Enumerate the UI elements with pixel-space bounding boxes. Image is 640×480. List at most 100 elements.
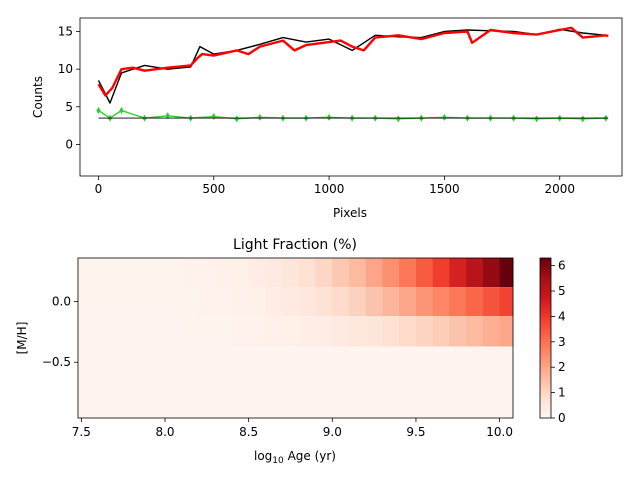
- heatmap-cell: [231, 316, 250, 347]
- heatmap-cell: [466, 287, 484, 317]
- colorbar-ticks: 0 1 2 3 4 5 6: [551, 259, 566, 425]
- heatmap-cell: [215, 316, 233, 347]
- heatmap-cells: [78, 258, 514, 418]
- colorbar-tick-label: 4: [558, 309, 566, 323]
- heatmap-cell: [114, 316, 132, 347]
- residual-marker: [442, 113, 447, 121]
- heatmap-cell: [449, 258, 467, 288]
- heatmap-cell: [98, 287, 116, 317]
- spectrum-x-axis-label: Pixels: [333, 206, 367, 220]
- heatmap-cell: [349, 346, 367, 418]
- heatmap-cell: [298, 287, 316, 317]
- heatmap-cell: [349, 316, 367, 347]
- heatmap-cell: [482, 287, 501, 317]
- x-tick-label: 1500: [429, 182, 460, 196]
- heatmap-x-ticks: 7.5 8.0 8.5 9.0 9.5 10.0: [72, 418, 513, 439]
- residual-marker: [96, 107, 101, 115]
- x-tick-label: 1000: [314, 182, 345, 196]
- heatmap-title: Light Fraction (%): [233, 237, 357, 253]
- heatmap-cell: [131, 346, 149, 418]
- heatmap-cell: [181, 346, 199, 418]
- residual-marker: [580, 115, 585, 123]
- heatmap-cell: [198, 258, 216, 288]
- heatmap-cell: [215, 346, 233, 418]
- colorbar-tick-label: 1: [558, 386, 566, 400]
- heatmap-cell: [466, 316, 484, 347]
- heatmap-cell: [466, 346, 484, 418]
- heatmap-y-axis-label: [M/H]: [15, 322, 29, 355]
- y-tick-label: 0: [65, 137, 73, 151]
- heatmap-cell: [165, 287, 183, 317]
- heatmap-cell: [165, 316, 183, 347]
- heatmap-cell: [399, 258, 417, 288]
- x-tick-label: 0: [95, 182, 103, 196]
- heatmap-cell: [248, 287, 266, 317]
- heatmap-cell: [415, 287, 434, 317]
- heatmap-cell: [181, 258, 199, 288]
- heatmap-cell: [482, 258, 501, 288]
- heatmap-cell: [499, 258, 514, 288]
- heatmap-cell: [215, 258, 233, 288]
- heatmap-cell: [499, 346, 514, 418]
- heatmap-x-axis-label: log10 Age (yr): [254, 449, 336, 466]
- heatmap-cell: [198, 287, 216, 317]
- heatmap-cell: [181, 316, 199, 347]
- residual-marker: [326, 113, 332, 121]
- heatmap-cell: [298, 316, 316, 347]
- heatmap-cell: [349, 258, 367, 288]
- heatmap-cell: [415, 258, 434, 288]
- heatmap-cell: [231, 287, 250, 317]
- heatmap-cell: [248, 258, 266, 288]
- heatmap-cell: [499, 287, 514, 317]
- heatmap-cell: [399, 287, 417, 317]
- heatmap-cell: [165, 346, 183, 418]
- colorbar-tick-label: 5: [558, 284, 566, 298]
- heatmap-cell: [131, 258, 149, 288]
- heatmap-cell: [248, 316, 266, 347]
- heatmap-cell: [165, 258, 183, 288]
- spectrum-series-layer: [96, 26, 609, 123]
- heatmap-cell: [365, 316, 383, 347]
- heatmap-cell: [432, 346, 450, 418]
- heatmap-cell: [265, 346, 283, 418]
- heatmap-cell: [198, 316, 216, 347]
- y-tick-label: −0.5: [42, 355, 71, 369]
- heatmap-cell: [181, 287, 199, 317]
- heatmap-cell: [98, 316, 116, 347]
- heatmap-cell: [248, 346, 266, 418]
- spectrum-axes-frame: [79, 17, 623, 177]
- heatmap-cell: [78, 316, 99, 347]
- heatmap-cell: [382, 316, 400, 347]
- series-line-1: [97, 26, 609, 97]
- heatmap-cell: [315, 258, 333, 288]
- heatmap-cell: [114, 346, 132, 418]
- heatmap-cell: [98, 346, 116, 418]
- heatmap-cell: [231, 346, 250, 418]
- x-tick-label: 500: [202, 182, 225, 196]
- heatmap-cell: [298, 346, 316, 418]
- heatmap-cell: [131, 287, 149, 317]
- x-tick-label: 9.5: [406, 425, 425, 439]
- heatmap-cell: [365, 258, 383, 288]
- colorbar: [539, 257, 552, 419]
- heatmap-cell: [298, 258, 316, 288]
- heatmap-cell: [282, 287, 300, 317]
- colorbar-tick-label: 6: [558, 259, 566, 273]
- heatmap-cell: [332, 316, 350, 347]
- heatmap-cell: [466, 258, 484, 288]
- residual-marker: [165, 112, 170, 120]
- spectrum-panel: 0 500 1000 1500 2000 0 5 10 15 Pixels Counts: [31, 17, 623, 220]
- heatmap-cell: [332, 258, 350, 288]
- heatmap-cell: [265, 258, 283, 288]
- x-tick-label: 9.0: [323, 425, 342, 439]
- spectrum-x-ticks: 0 500 1000 1500 2000: [95, 176, 575, 196]
- heatmap-cell: [198, 346, 216, 418]
- heatmap-cell: [148, 258, 166, 288]
- heatmap-cell: [432, 316, 450, 347]
- heatmap-cell: [114, 258, 132, 288]
- residual-marker: [396, 115, 401, 123]
- heatmap-cell: [365, 346, 383, 418]
- heatmap-cell: [449, 316, 467, 347]
- heatmap-cell: [332, 287, 350, 317]
